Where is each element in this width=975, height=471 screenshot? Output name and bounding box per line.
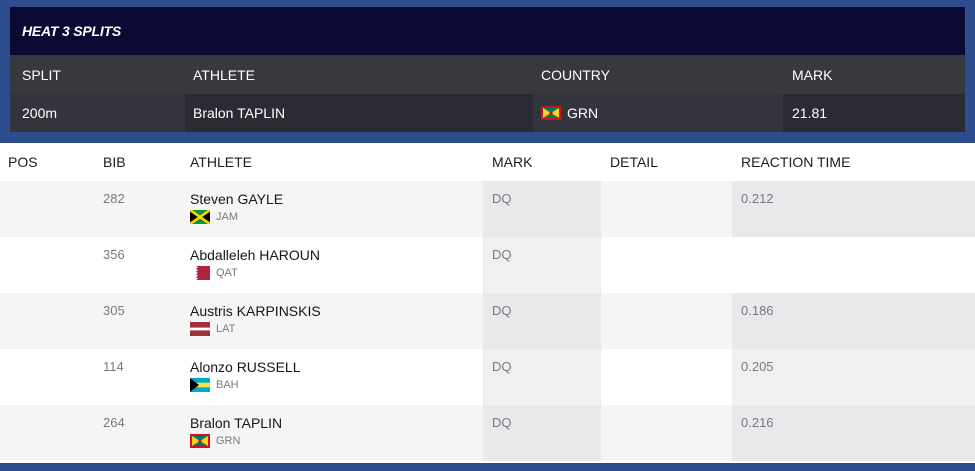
table-row: 305 Austris KARPINSKIS LAT DQ 0.186 xyxy=(0,293,975,349)
cell-band xyxy=(732,349,975,405)
qatar-flag-icon xyxy=(190,266,210,280)
row-bib: 282 xyxy=(103,191,125,206)
row-mark: DQ xyxy=(492,415,512,430)
row-mark: DQ xyxy=(492,191,512,206)
splits-header-athlete: ATHLETE xyxy=(193,66,255,83)
header-bib: BIB xyxy=(103,154,126,170)
row-country-code: GRN xyxy=(216,435,241,447)
cell-band xyxy=(732,405,975,461)
jamaica-flag-icon xyxy=(190,210,210,224)
splits-athlete-name[interactable]: Bralon TAPLIN xyxy=(193,105,286,121)
header-reaction-time: REACTION TIME xyxy=(741,154,851,170)
row-athlete-name[interactable]: Abdalleleh HAROUN xyxy=(190,247,320,263)
splits-header-country: COUNTRY xyxy=(541,66,610,83)
results-table: POS BIB ATHLETE MARK DETAIL REACTION TIM… xyxy=(0,143,975,463)
splits-country-code: GRN xyxy=(567,105,599,121)
row-country-code: BAH xyxy=(216,379,239,391)
row-bib: 264 xyxy=(103,415,125,430)
header-pos: POS xyxy=(8,154,38,170)
table-row: 264 Bralon TAPLIN GRN DQ 0.216 xyxy=(0,405,975,461)
splits-cell-bg xyxy=(533,94,783,132)
splits-mark-value: 21.81 xyxy=(792,105,828,121)
row-reaction-time: 0.212 xyxy=(741,191,774,206)
splits-split-value: 200m xyxy=(22,105,58,121)
cell-band xyxy=(483,181,601,237)
cell-band xyxy=(483,237,601,293)
row-country-code: LAT xyxy=(216,323,236,335)
header-mark: MARK xyxy=(492,154,533,170)
splits-data-row: 200m Bralon TAPLIN GRN 21.81 xyxy=(10,94,965,132)
row-mark: DQ xyxy=(492,359,512,374)
table-row: 282 Steven GAYLE JAM DQ 0.212 xyxy=(0,181,975,237)
results-header-row: POS BIB ATHLETE MARK DETAIL REACTION TIM… xyxy=(0,143,975,181)
row-reaction-time: 0.186 xyxy=(741,303,774,318)
splits-header-split: SPLIT xyxy=(22,66,61,83)
row-country-code: QAT xyxy=(216,267,238,279)
row-bib: 114 xyxy=(103,359,124,374)
row-mark: DQ xyxy=(492,247,512,262)
header-athlete: ATHLETE xyxy=(190,154,252,170)
splits-country: GRN xyxy=(541,94,598,132)
cell-band xyxy=(483,349,601,405)
row-bib: 305 xyxy=(103,303,125,318)
row-country-code: JAM xyxy=(216,211,238,223)
row-country: LAT xyxy=(190,321,235,337)
splits-header-row: SPLIT ATHLETE COUNTRY MARK xyxy=(10,55,965,94)
bahamas-flag-icon xyxy=(190,378,210,392)
row-athlete-name[interactable]: Austris KARPINSKIS xyxy=(190,303,321,319)
row-country: GRN xyxy=(190,433,240,449)
header-detail: DETAIL xyxy=(610,154,658,170)
row-country: JAM xyxy=(190,209,238,225)
cell-band xyxy=(483,405,601,461)
splits-title: HEAT 3 SPLITS xyxy=(22,23,122,39)
row-athlete-name[interactable]: Alonzo RUSSELL xyxy=(190,359,301,375)
heat-splits-panel: HEAT 3 SPLITS SPLIT ATHLETE COUNTRY MARK… xyxy=(10,7,965,132)
row-country: BAH xyxy=(190,377,239,393)
row-bib: 356 xyxy=(103,247,125,262)
row-reaction-time: 0.205 xyxy=(741,359,774,374)
grenada-flag-icon xyxy=(190,434,210,448)
table-row: 114 Alonzo RUSSELL BAH DQ 0.205 xyxy=(0,349,975,405)
row-reaction-time: 0.216 xyxy=(741,415,774,430)
splits-header-mark: MARK xyxy=(792,66,833,83)
latvia-flag-icon xyxy=(190,322,210,336)
row-athlete-name[interactable]: Steven GAYLE xyxy=(190,191,284,207)
row-country: QAT xyxy=(190,265,238,281)
row-mark: DQ xyxy=(492,303,512,318)
row-athlete-name[interactable]: Bralon TAPLIN xyxy=(190,415,283,431)
grenada-flag-icon xyxy=(541,106,561,120)
cell-band xyxy=(732,181,975,237)
cell-band xyxy=(483,293,601,349)
splits-cell-bg xyxy=(10,94,185,132)
cell-band xyxy=(732,293,975,349)
table-row: 356 Abdalleleh HAROUN QAT DQ xyxy=(0,237,975,293)
